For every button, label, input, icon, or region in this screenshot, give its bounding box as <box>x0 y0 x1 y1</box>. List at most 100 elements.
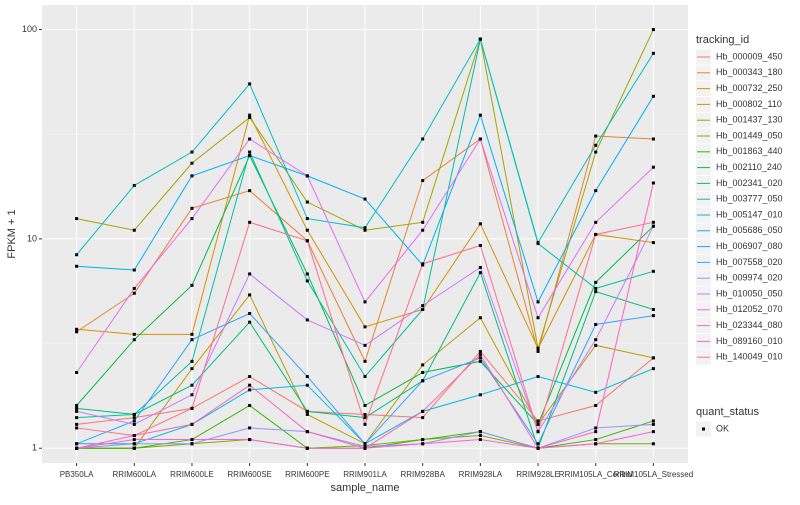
point <box>132 416 136 420</box>
point <box>421 307 425 311</box>
point <box>651 419 655 423</box>
legend-label: Hb_000343_180 <box>716 67 783 77</box>
point <box>75 422 79 426</box>
point <box>421 262 425 266</box>
point <box>363 412 367 416</box>
point <box>651 220 655 224</box>
point <box>651 94 655 98</box>
x-tick-label: RRIM600LE <box>170 470 214 479</box>
legend-label: Hb_140049_010 <box>716 352 783 362</box>
point <box>478 430 482 434</box>
point <box>594 189 598 193</box>
x-tick-label: RRIM105LA_Stressed <box>614 470 694 479</box>
legend-label: Hb_023344_080 <box>716 320 783 330</box>
x-tick-label: PB350LA <box>60 470 94 479</box>
point <box>478 353 482 357</box>
point <box>536 375 540 379</box>
point <box>248 116 252 120</box>
legend-title: tracking_id <box>696 34 749 46</box>
point <box>248 137 252 141</box>
point <box>305 375 309 379</box>
point <box>536 316 540 320</box>
point <box>305 409 309 413</box>
point <box>305 446 309 450</box>
point <box>421 379 425 383</box>
point <box>651 367 655 371</box>
point <box>363 343 367 347</box>
legend-label: Hb_007558_020 <box>716 257 783 267</box>
y-tick-label: 100 <box>22 24 37 34</box>
y-axis-title: FPKM + 1 <box>6 209 18 258</box>
point <box>190 338 194 342</box>
point <box>421 371 425 375</box>
point <box>651 356 655 360</box>
legend-label: Hb_001437_130 <box>716 115 783 125</box>
point <box>594 403 598 407</box>
point <box>132 412 136 416</box>
x-tick-label: RRIM901LA <box>343 470 387 479</box>
point <box>478 243 482 247</box>
point <box>478 349 482 353</box>
point <box>594 338 598 342</box>
legend-title: quant_status <box>696 406 759 418</box>
point <box>132 228 136 232</box>
point <box>75 371 79 375</box>
x-tick-label: RRIM928LE <box>516 470 560 479</box>
point <box>536 422 540 426</box>
point <box>478 113 482 117</box>
point <box>248 375 252 379</box>
legend-point <box>702 427 705 431</box>
point <box>305 272 309 276</box>
legend-label: Hb_005147_010 <box>716 209 783 219</box>
point <box>536 346 540 350</box>
point <box>248 293 252 297</box>
point <box>363 422 367 426</box>
x-tick-label: RRIM600SE <box>227 470 271 479</box>
point <box>248 272 252 276</box>
point <box>305 412 309 416</box>
legend-label: Hb_003777_050 <box>716 194 783 204</box>
point <box>363 416 367 420</box>
point <box>132 422 136 426</box>
point <box>75 253 79 257</box>
point <box>305 228 309 232</box>
point <box>536 442 540 446</box>
point <box>248 220 252 224</box>
point <box>248 320 252 324</box>
point <box>421 438 425 442</box>
point <box>132 338 136 342</box>
point <box>305 383 309 387</box>
point <box>594 390 598 394</box>
point <box>363 300 367 304</box>
point <box>75 403 79 407</box>
point <box>594 134 598 138</box>
point <box>651 241 655 245</box>
legend-label: Hb_006907_080 <box>716 241 783 251</box>
point <box>75 409 79 413</box>
point <box>75 442 79 446</box>
legend-label: Hb_000802_110 <box>716 99 782 109</box>
x-tick-label: RRIM928BA <box>400 470 445 479</box>
legend-label: Hb_000732_250 <box>716 83 783 93</box>
point <box>478 137 482 141</box>
legend-label: Hb_001863_440 <box>716 146 783 156</box>
point <box>75 416 79 420</box>
point <box>594 280 598 284</box>
point <box>363 226 367 230</box>
point <box>421 228 425 232</box>
point <box>190 442 194 446</box>
point <box>651 224 655 228</box>
point <box>651 28 655 32</box>
point <box>421 179 425 183</box>
point <box>75 327 79 331</box>
point <box>190 150 194 154</box>
legend-label: Hb_009974_020 <box>716 273 783 283</box>
point <box>248 150 252 154</box>
point <box>478 316 482 320</box>
x-tick-label: RRIM928LA <box>459 470 503 479</box>
point <box>536 446 540 450</box>
x-tick-label: RRIM600LA <box>112 470 156 479</box>
point <box>651 137 655 141</box>
point <box>132 446 136 450</box>
